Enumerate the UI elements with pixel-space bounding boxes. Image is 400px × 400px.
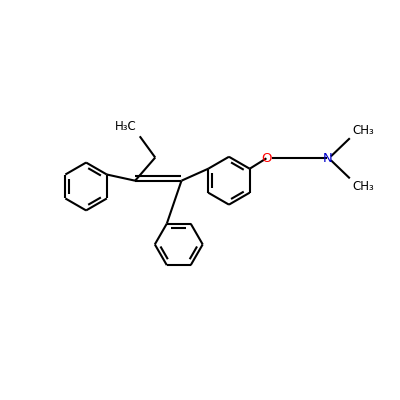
Text: N: N [322, 152, 332, 165]
Text: CH₃: CH₃ [352, 180, 374, 193]
Text: H₃C: H₃C [115, 120, 137, 133]
Text: CH₃: CH₃ [352, 124, 374, 137]
Text: O: O [261, 152, 272, 165]
